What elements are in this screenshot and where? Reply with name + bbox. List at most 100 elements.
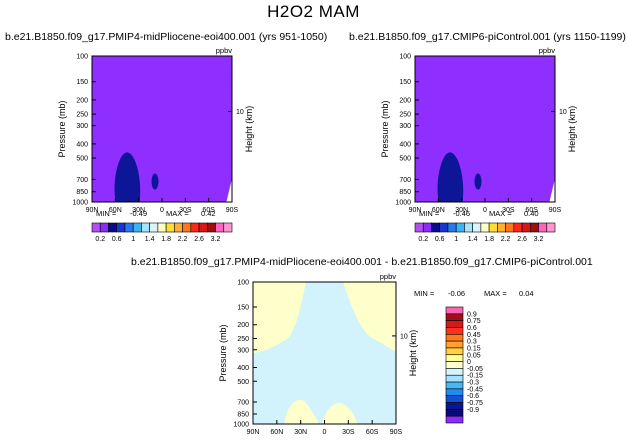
panel1-colorbar-box xyxy=(223,222,233,233)
panel3-colorbar-box xyxy=(445,347,464,356)
panel3-units: ppbv xyxy=(380,272,397,281)
panel1-xtick-label: 0 xyxy=(160,207,164,214)
panel2-ytick-label: 150 xyxy=(399,79,411,86)
panel3-positive-region-surface-b xyxy=(321,403,358,424)
panel1-ytick-label: 200 xyxy=(76,97,88,104)
panel2-units: ppbv xyxy=(539,46,556,55)
panel1-colorbar-label: 1.4 xyxy=(145,236,155,243)
panel1-ytick-label: 500 xyxy=(76,156,88,163)
panel1-colorbar-label: 1 xyxy=(131,236,135,243)
panel3-min-label: MIN = xyxy=(414,289,435,298)
panel1-xtick-label: 60S xyxy=(202,207,215,214)
panel3-ylabel-right: Height (km) xyxy=(408,330,418,377)
panel3-ytick-label: 200 xyxy=(237,322,249,329)
panel2-ytick-label: 400 xyxy=(399,141,411,148)
panel1-xtick-label: 90N xyxy=(86,207,99,214)
panel3-colorbar-box xyxy=(445,313,464,321)
panel3-colorbar-box xyxy=(445,327,464,335)
panel1-colorbar-label: 0.6 xyxy=(112,236,122,243)
panel3-xtick-label: 60S xyxy=(366,429,379,436)
panel3-ytick-label: 100 xyxy=(237,280,249,287)
panel1-colorbar-label: 2.2 xyxy=(178,236,188,243)
panel1-max-value: 0.42 xyxy=(201,209,216,218)
panel1-xtick-label: 90S xyxy=(226,207,239,214)
panel3-title: b.e21.B1850.f09_g17.PMIP4-midPliocene-eo… xyxy=(131,256,593,268)
panel3-colorbar-box xyxy=(445,368,464,376)
panel3-colorbar-label: -0.45 xyxy=(467,386,483,393)
panel2-colorbar-label: 2.6 xyxy=(517,236,527,243)
panel3-colorbar-box xyxy=(445,354,464,362)
panel3-colorbar-label: -0.15 xyxy=(467,373,483,380)
panel2-ytick-label: 700 xyxy=(399,177,411,184)
panel3-ytick-label: 150 xyxy=(237,305,249,312)
panel2-low-region-south xyxy=(474,173,482,190)
panel2-ytick-label: 500 xyxy=(399,156,411,163)
panel2-xtick-label: 90S xyxy=(549,207,562,214)
panel2-min-value: -0.46 xyxy=(453,209,470,218)
panel3-ytick-label: 300 xyxy=(237,347,249,354)
panel2-ytick-label: 250 xyxy=(399,112,411,119)
panel2-ytick-label: 300 xyxy=(399,123,411,130)
panel3-colorbar-box xyxy=(445,374,464,383)
panel2-title: b.e21.B1850.f09_g17.CMIP6-piControl.001 … xyxy=(349,31,626,43)
panel3-colorbar-box xyxy=(445,320,464,328)
panel1-colorbar-label: 3.2 xyxy=(211,236,221,243)
panel3-xtick-label: 60N xyxy=(270,429,283,436)
panel3-colorbar-box xyxy=(445,306,464,315)
panel3-max-value: 0.04 xyxy=(519,289,534,298)
panel3-xtick-label: 30N xyxy=(294,429,307,436)
panel3-colorbar-label: -0.6 xyxy=(467,393,479,400)
panel3-colorbar-label: -0.9 xyxy=(467,407,479,414)
panel2-colorbar-label: 2.2 xyxy=(501,236,511,243)
panel2-colorbar-label: 1.8 xyxy=(484,236,494,243)
panel2-colorbar-label: 0.2 xyxy=(418,236,428,243)
panel1-rtick-label: 10 xyxy=(236,109,244,116)
panel3-ytick-label: 500 xyxy=(237,379,249,386)
panel3-positive-region-south xyxy=(343,282,396,352)
panel3-colorbar-label: -0.75 xyxy=(467,400,483,407)
panel2-colorbar-label: 1.4 xyxy=(468,236,478,243)
panel1-xtick-label: 30N xyxy=(132,207,145,214)
panel1-ytick-label: 150 xyxy=(76,79,88,86)
panel3-colorbar-label: 0.3 xyxy=(467,339,477,346)
panel1-ytick-label: 700 xyxy=(76,177,88,184)
panel3-positive-region-surface-a xyxy=(284,399,319,424)
panel3-rtick-label: 10 xyxy=(400,333,408,340)
panel3-ytick-label: 1000 xyxy=(233,422,249,429)
panel1-min-value: -0.49 xyxy=(130,209,147,218)
panel3-max-label: MAX = xyxy=(484,289,507,298)
panel3-colorbar-label: -0.3 xyxy=(467,380,479,387)
panel2-min-label: MIN = xyxy=(419,209,440,218)
panel1-low-region-south xyxy=(151,173,159,190)
panel2-ytick-label: 1000 xyxy=(395,200,411,207)
panel3-ytick-label: 250 xyxy=(237,336,249,343)
panel3-colorbar-label: 0.6 xyxy=(467,325,477,332)
panel1-colorbar-label: 1.8 xyxy=(161,236,171,243)
panel2-ytick-label: 850 xyxy=(399,189,411,196)
panel3-xtick-label: 90S xyxy=(390,429,403,436)
panel1-xtick-label: 60N xyxy=(109,207,122,214)
panel1-xtick-label: 30S xyxy=(179,207,192,214)
panel3-xtick-label: 30S xyxy=(342,429,355,436)
panel2-xtick-label: 0 xyxy=(483,207,487,214)
panel3-ytick-label: 850 xyxy=(237,411,249,418)
panel1-max-label: MAX = xyxy=(166,209,189,218)
panel3-colorbar-label: 0.9 xyxy=(467,311,477,318)
panel2-missing-region xyxy=(549,178,555,202)
panel3-ytick-label: 700 xyxy=(237,400,249,407)
panel2-rtick-label: 10 xyxy=(559,109,567,116)
panel1-ytick-label: 850 xyxy=(76,189,88,196)
panel2-xtick-label: 60N xyxy=(432,207,445,214)
panel1-ytick-label: 400 xyxy=(76,141,88,148)
panel3-colorbar-label: 0.15 xyxy=(467,345,481,352)
panel2-xtick-label: 60S xyxy=(525,207,538,214)
panel1-missing-region xyxy=(226,178,232,202)
panel1-min-label: MIN = xyxy=(96,209,117,218)
panel3-colorbar-label: 0.75 xyxy=(467,318,481,325)
panel3-colorbar-box xyxy=(445,333,464,342)
panel1-ytick-label: 250 xyxy=(76,112,88,119)
panel1-units: ppbv xyxy=(216,46,233,55)
panel2-ytick-label: 100 xyxy=(399,54,411,61)
